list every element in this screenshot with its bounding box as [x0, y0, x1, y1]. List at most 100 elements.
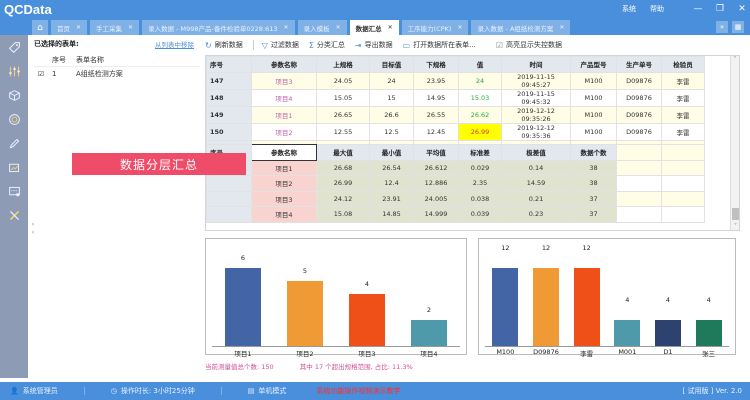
tab-list-button[interactable]: »: [716, 21, 728, 33]
col-value[interactable]: 值: [458, 56, 502, 73]
close-icon[interactable]: ✕: [128, 24, 134, 31]
summary-row[interactable]: 项目2 26.99 12.4 12.886 2.35 14.59 38: [206, 175, 731, 192]
table-row[interactable]: 148 项目4 15.05 15 14.95 15.03 2019-11-15 …: [206, 88, 731, 107]
menu-help[interactable]: 帮助: [650, 5, 664, 13]
form-row[interactable]: ☑ 1 A组纸检测方案: [34, 67, 200, 81]
cell-lsl: 12.45: [413, 122, 459, 141]
col-inspector[interactable]: 检验员: [661, 56, 705, 73]
close-icon[interactable]: ✕: [335, 24, 341, 31]
nav-tools[interactable]: [0, 203, 28, 227]
col-max[interactable]: 最大值: [316, 144, 370, 161]
scroll-down-icon[interactable]: ˅: [734, 223, 737, 230]
tab-entry-m998[interactable]: 录入数据 - M998产品-备件检验单0228:613 ✕: [142, 20, 295, 35]
bar[interactable]: [287, 281, 323, 346]
version-label: [ 试用版 ] Ver. 2.0: [682, 387, 742, 395]
bar[interactable]: [695, 320, 722, 346]
col-index[interactable]: 序号: [206, 56, 252, 73]
col-target[interactable]: 目标值: [369, 56, 414, 73]
nav-product[interactable]: [0, 83, 28, 107]
table-row[interactable]: 149 项目1 26.65 26.6 26.55 26.62 2019-12-1…: [206, 105, 731, 124]
col-range[interactable]: 极差值: [501, 144, 571, 161]
minimize-button[interactable]: —: [693, 4, 703, 14]
nav-report[interactable]: [0, 179, 28, 203]
cell-lsl: 14.95: [413, 88, 459, 107]
cell-std: 2.35: [458, 175, 502, 192]
cell-time: 2019-11-15 09:45:32: [501, 88, 571, 107]
summary-row[interactable]: 项目4 15.08 14.85 14.999 0.039 0.23 37: [206, 206, 731, 223]
nav-edit[interactable]: [0, 131, 28, 155]
bar-value-label: 12: [582, 244, 591, 252]
grid-view-button[interactable]: ▦: [732, 21, 744, 33]
filter-button[interactable]: ▽ 过滤数据: [262, 40, 299, 50]
restore-button[interactable]: ❐: [715, 4, 725, 14]
col-filler: [704, 144, 731, 160]
bar[interactable]: [349, 294, 385, 346]
tab-data-summary[interactable]: 数据汇总 ✕: [349, 20, 399, 35]
window-menu: 系统 帮助 — ❐ ✕: [608, 2, 750, 16]
scroll-up-icon[interactable]: ˄: [733, 56, 737, 63]
group-summary-button[interactable]: Σ 分类汇总: [309, 40, 345, 50]
status-user[interactable]: 👤 系统管理员: [10, 386, 58, 396]
form-checkbox[interactable]: ☑: [37, 70, 45, 78]
tab-home-page[interactable]: 首页 ✕: [51, 20, 88, 35]
summary-row[interactable]: 项目1 26.68 26.54 26.612 0.029 0.14 38: [206, 159, 731, 176]
nav-tag[interactable]: [0, 35, 28, 59]
cell-avg: 24.005: [413, 190, 459, 207]
highlight-checkbox[interactable]: ☑ 高亮显示失控数据: [496, 40, 562, 50]
nav-target[interactable]: [0, 107, 28, 131]
col-param[interactable]: 参数名称: [251, 144, 317, 161]
close-icon[interactable]: ✕: [76, 24, 82, 31]
col-usl[interactable]: 上规格: [316, 56, 370, 73]
nav-settings[interactable]: [0, 59, 28, 83]
col-std[interactable]: 标准差: [458, 144, 502, 161]
close-icon[interactable]: ✕: [283, 24, 289, 31]
col-model[interactable]: 产品型号: [570, 56, 617, 73]
panel-toggle[interactable]: › ‹: [30, 221, 36, 241]
user-label: 系统管理员: [22, 387, 58, 395]
form-index: 1: [52, 70, 57, 78]
export-button[interactable]: ⇥ 导出数据: [355, 40, 393, 50]
bar[interactable]: [492, 268, 519, 346]
col-order[interactable]: 生产单号: [616, 56, 662, 73]
bar[interactable]: [225, 268, 261, 346]
vertical-scrollbar[interactable]: ˄ ˅: [730, 56, 739, 230]
table-row[interactable]: 150 项目2 12.55 12.5 12.45 26.99 2019-12-1…: [206, 122, 731, 141]
tab-entry-template[interactable]: 录入模板 ✕: [297, 20, 347, 35]
col-time[interactable]: 时间: [501, 56, 571, 73]
cell-param: 项目3: [251, 71, 317, 90]
col-param[interactable]: 参数名称: [251, 56, 317, 73]
menu-system[interactable]: 系统: [622, 5, 636, 13]
refresh-button[interactable]: ↻ 刷新数据: [205, 40, 243, 50]
folder-icon: ▭: [402, 40, 411, 50]
tutorial-link[interactable]: 系统功能操作视频演示教学: [316, 387, 401, 395]
summary-row[interactable]: 项目3 24.12 23.91 24.005 0.038 0.21 37: [206, 190, 731, 207]
status-duration: ◷ 操作时长: 3小时25分钟: [111, 386, 195, 396]
close-icon[interactable]: ✕: [457, 24, 463, 31]
close-icon[interactable]: ✕: [559, 24, 565, 31]
bar[interactable]: [655, 320, 681, 346]
close-button[interactable]: ✕: [738, 4, 746, 14]
open-form-button[interactable]: ▭ 打开数据所在表单...: [403, 40, 476, 50]
bar[interactable]: [533, 268, 559, 346]
remove-from-list-link[interactable]: 从列表中移除: [155, 41, 194, 49]
tab-entry-a-group[interactable]: 录入数据 - A组纸检测方案 ✕: [471, 20, 571, 35]
cell-order: D09876: [616, 71, 662, 90]
cell-avg: 14.999: [413, 206, 459, 223]
bar[interactable]: [614, 320, 641, 346]
tab-cpk[interactable]: 工序能力(CPK) ✕: [401, 20, 469, 35]
app-logo: QCData: [4, 2, 52, 17]
nav-chart-edit[interactable]: [0, 155, 28, 179]
tab-home[interactable]: ⌂: [32, 20, 48, 35]
bar[interactable]: [411, 320, 447, 346]
col-min[interactable]: 最小值: [369, 144, 414, 161]
col-lsl[interactable]: 下规格: [413, 56, 459, 73]
toolbar-divider: [252, 40, 254, 50]
tab-manual-collect[interactable]: 手工采集 ✕: [90, 20, 140, 35]
scroll-thumb[interactable]: [732, 208, 739, 220]
bar[interactable]: [573, 268, 600, 346]
status-bar: 👤 系统管理员 ◷ 操作时长: 3小时25分钟 ▤ 单机模式 系统功能操作视频演示教学…: [0, 382, 750, 400]
close-icon[interactable]: ✕: [387, 24, 393, 31]
col-count[interactable]: 数据个数: [570, 144, 617, 161]
table-row[interactable]: 147 项目3 24.05 24 23.95 24 2019-11-15 09:…: [206, 71, 731, 90]
col-avg[interactable]: 平均值: [413, 144, 459, 161]
